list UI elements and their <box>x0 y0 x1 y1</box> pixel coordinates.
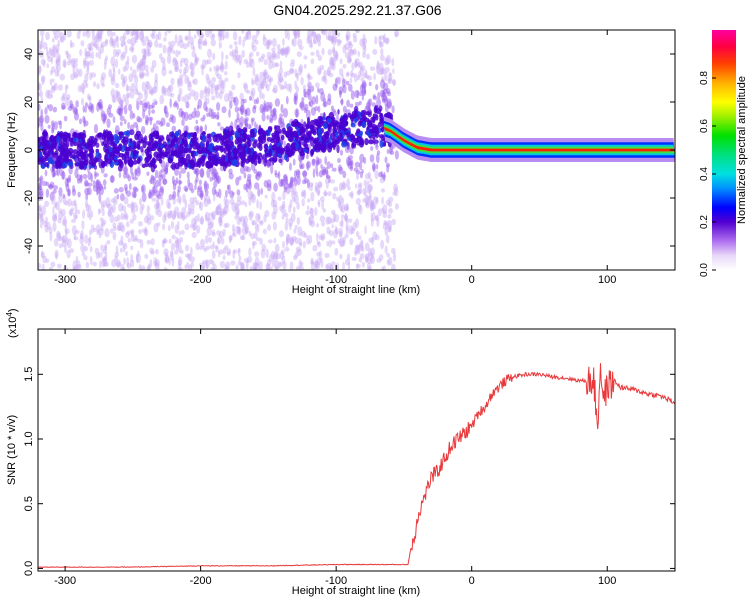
spectrogram-y-tick-label: 20 <box>23 96 35 108</box>
snr-x-tick-label: -200 <box>190 575 212 587</box>
colorbar-tick-label: 0.6 <box>699 119 710 133</box>
colorbar-axis: 0.0 0.2 0.4 0.6 0.8 <box>699 71 716 277</box>
spectrogram-x-tick-label: -300 <box>54 274 76 286</box>
snr-y-tick-label: 1.5 <box>23 367 35 382</box>
colorbar-tick-label: 0.4 <box>699 167 710 181</box>
spectrogram-y-tick-label: -40 <box>23 238 35 254</box>
snr-x-label: Height of straight line (km) <box>292 585 420 597</box>
colorbar-tick-label: 0.0 <box>699 263 710 277</box>
colorbar-tick-label: 0.2 <box>699 215 710 229</box>
colorbar-label: Normalized spectral amplitude <box>736 76 748 224</box>
figure-title: GN04.2025.292.21.37.G06 <box>273 2 442 18</box>
snr-y-tick-label: 0.0 <box>23 561 35 576</box>
spectrogram-x-axis: -300 -200 -100 0 100 <box>54 30 616 286</box>
snr-x-tick-label: -300 <box>54 575 76 587</box>
snr-frame <box>37 328 676 572</box>
snr-series-line <box>38 363 675 569</box>
snr-y-axis: 0.0 0.5 1.0 1.5 <box>23 367 675 576</box>
snr-x-tick-label: -100 <box>325 575 347 587</box>
spectrogram-x-tick-label: 100 <box>598 274 616 286</box>
spectrogram-y-tick-label: 40 <box>23 48 35 60</box>
snr-y-tick-label: 1.0 <box>23 431 35 446</box>
snr-x-axis: -300 -200 -100 0 100 <box>54 329 616 587</box>
spectrogram-x-tick-label: -200 <box>190 274 212 286</box>
spectrogram-x-tick-label: 0 <box>469 274 475 286</box>
spectrogram-y-tick-label: -20 <box>23 190 35 206</box>
spectrogram-heatmap <box>38 30 675 270</box>
snr-x-tick-label: 100 <box>598 575 616 587</box>
snr-y-tick-label: 0.5 <box>23 496 35 511</box>
colorbar-tick-label: 0.8 <box>699 71 710 85</box>
spectrogram-y-tick-label: 0 <box>23 147 35 153</box>
snr-plot-area <box>38 363 675 569</box>
snr-x-tick-label: 0 <box>469 575 475 587</box>
spectrogram-y-axis: -40 -20 0 20 40 <box>23 48 675 254</box>
snr-y-label: SNR (10 * v/v) <box>6 415 18 485</box>
colorbar <box>712 30 736 270</box>
snr-y-multiplier: (x104) <box>5 308 19 338</box>
spectrogram-x-tick-label: -100 <box>325 274 347 286</box>
spectrogram-x-label: Height of straight line (km) <box>292 284 420 296</box>
spectrogram-y-label: Frequency (Hz) <box>6 112 18 188</box>
